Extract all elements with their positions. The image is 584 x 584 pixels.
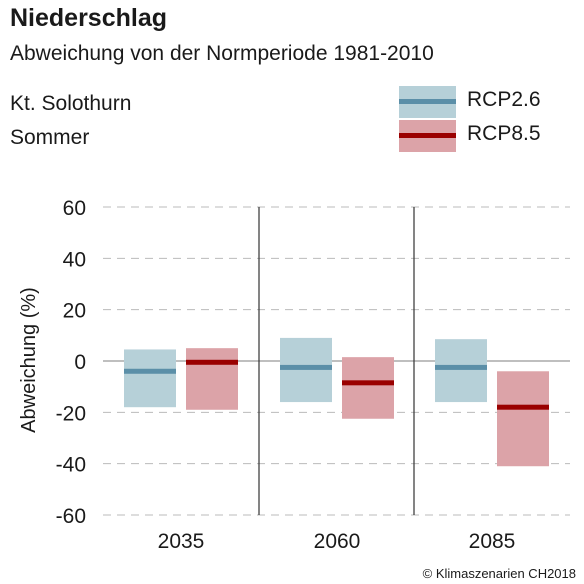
median-line-rcp26-2035 — [124, 368, 176, 374]
legend-item-rcp26: RCP2.6 — [399, 86, 559, 120]
x-tick-label: 2085 — [469, 530, 516, 553]
legend-label-rcp26: RCP2.6 — [467, 88, 541, 111]
y-tick-label: -60 — [56, 505, 86, 528]
y-tick-label: 40 — [63, 248, 86, 271]
median-line-rcp85-2060 — [342, 380, 394, 386]
range-bar-rcp26-2085 — [435, 339, 487, 403]
x-tick-label: 2060 — [314, 530, 361, 553]
legend-swatch-rcp85-line — [399, 133, 456, 138]
range-bar-rcp85-2035 — [186, 348, 238, 410]
median-line-rcp85-2085 — [497, 404, 549, 410]
grid-layer — [103, 206, 570, 516]
season-label: Sommer — [10, 126, 90, 149]
legend-label-rcp85: RCP8.5 — [467, 122, 541, 145]
range-bar-rcp26-2035 — [124, 349, 176, 408]
chart-title: Niederschlag — [10, 4, 168, 32]
y-tick-label: -20 — [56, 402, 86, 425]
legend-item-rcp85: RCP8.5 — [399, 120, 559, 154]
bars-layer — [124, 337, 549, 467]
y-tick-label: 60 — [63, 197, 86, 220]
chart-subtitle: Abweichung von der Normperiode 1981-2010 — [10, 42, 434, 65]
range-bar-rcp26-2060 — [280, 337, 332, 403]
median-line-rcp85-2035 — [186, 359, 238, 365]
median-line-rcp26-2085 — [435, 364, 487, 370]
y-tick-label: -40 — [56, 454, 86, 477]
legend-swatch-rcp26-line — [399, 99, 456, 104]
y-tick-label: 20 — [63, 300, 86, 323]
range-bar-rcp85-2085 — [497, 371, 549, 467]
y-axis-label: Abweichung (%) — [18, 287, 40, 433]
axis-layer: 60 40 20 0 -20 -40 -60 2035 2060 2085 — [56, 197, 516, 553]
median-line-rcp26-2060 — [280, 364, 332, 370]
y-tick-label: 0 — [74, 351, 86, 374]
range-bar-rcp85-2060 — [342, 357, 394, 419]
copyright-notice: © Klimaszenarien CH2018 — [422, 566, 576, 581]
region-label: Kt. Solothurn — [10, 92, 132, 115]
x-tick-label: 2035 — [158, 530, 205, 553]
